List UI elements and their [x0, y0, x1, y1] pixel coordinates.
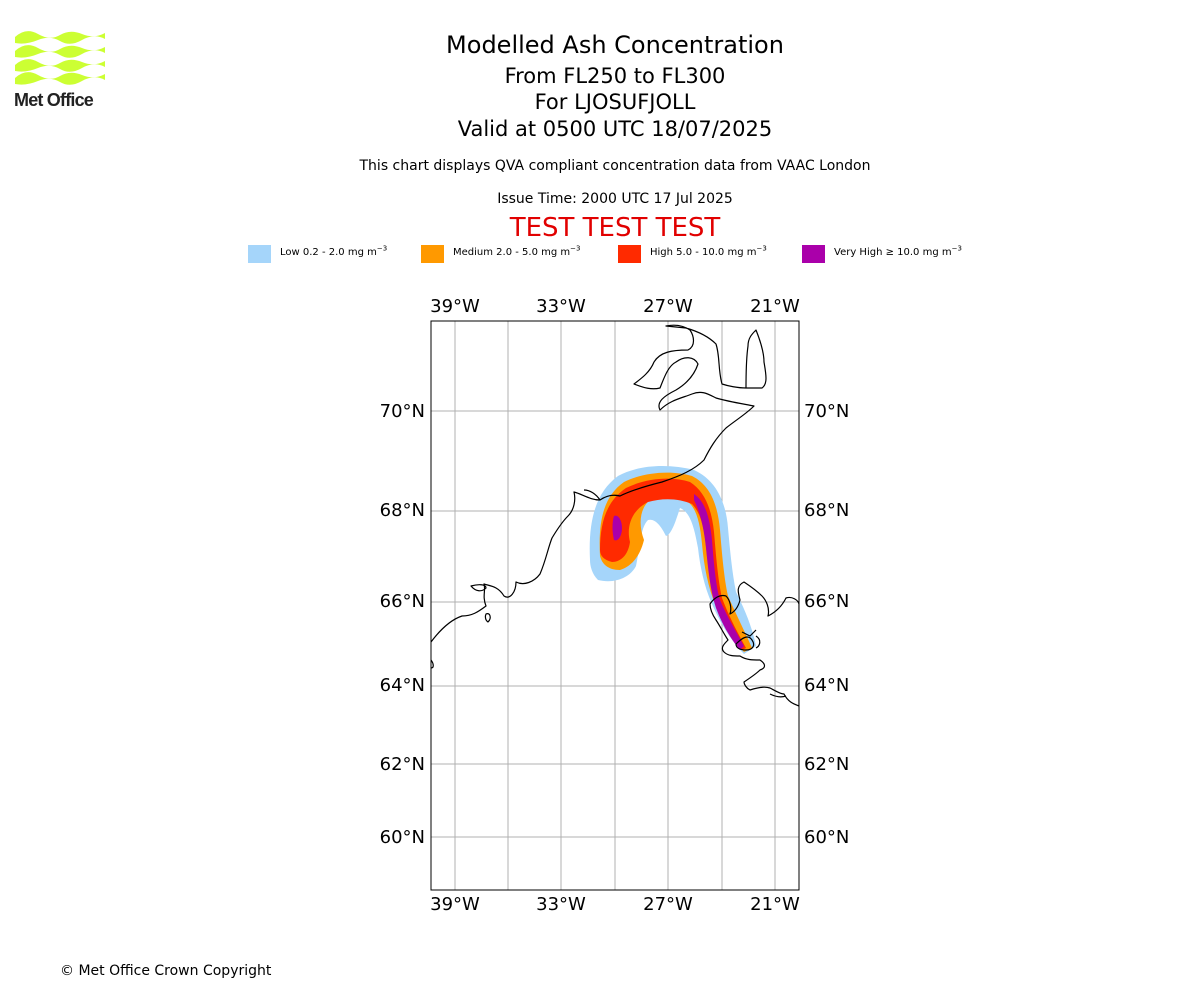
lat-tick-left: 60°N	[380, 827, 425, 848]
met-office-logo-text: Met Office	[14, 90, 94, 110]
lat-tick-left: 68°N	[380, 500, 425, 521]
legend-swatch-very-high	[802, 245, 825, 263]
legend-label-medium: Medium 2.0 - 5.0 mg m−3	[453, 244, 581, 258]
chart-title: Modelled Ash Concentration	[446, 31, 784, 59]
ash-plume-medium	[599, 472, 752, 652]
copyright-notice: © Met Office Crown Copyright	[60, 963, 272, 979]
lon-tick-top: 39°W	[430, 296, 480, 317]
ash-plume-high	[600, 478, 746, 650]
lat-tick-left: 62°N	[380, 754, 425, 775]
valid-time: Valid at 0500 UTC 18/07/2025	[457, 117, 773, 141]
lat-tick-right: 62°N	[804, 754, 849, 775]
lat-tick-left: 64°N	[380, 675, 425, 696]
lat-tick-right: 60°N	[804, 827, 849, 848]
volcano-name: For LJOSUFJOLL	[534, 90, 696, 114]
lat-tick-right: 68°N	[804, 500, 849, 521]
coastlines	[431, 324, 799, 707]
flight-level-range: From FL250 to FL300	[504, 64, 726, 88]
issue-time: Issue Time: 2000 UTC 17 Jul 2025	[497, 191, 733, 207]
test-banner: TEST TEST TEST	[509, 213, 721, 243]
lat-tick-left: 66°N	[380, 591, 425, 612]
lat-tick-right: 66°N	[804, 591, 849, 612]
legend-label-high: High 5.0 - 10.0 mg m−3	[650, 244, 767, 258]
lon-tick-bottom: 33°W	[536, 894, 586, 915]
legend-swatch-low	[248, 245, 271, 263]
lat-tick-right: 64°N	[804, 675, 849, 696]
lon-tick-bottom: 27°W	[643, 894, 693, 915]
met-office-logo: Met Office	[14, 28, 114, 114]
chart-description: This chart displays QVA compliant concen…	[359, 158, 871, 174]
lon-tick-bottom: 21°W	[750, 894, 800, 915]
met-office-wave-logo-icon	[15, 31, 105, 85]
lon-tick-top: 33°W	[536, 296, 586, 317]
legend-swatch-medium	[421, 245, 444, 263]
legend-label-low: Low 0.2 - 2.0 mg m−3	[280, 244, 388, 258]
legend-label-very-high: Very High ≥ 10.0 mg m−3	[834, 244, 962, 258]
lat-tick-right: 70°N	[804, 401, 849, 422]
lat-tick-left: 70°N	[380, 401, 425, 422]
map-frame	[430, 320, 800, 891]
ash-plume-very-high	[612, 494, 744, 650]
lon-tick-top: 27°W	[643, 296, 693, 317]
lon-tick-bottom: 39°W	[430, 894, 480, 915]
legend-swatch-high	[618, 245, 641, 263]
lon-tick-top: 21°W	[750, 296, 800, 317]
